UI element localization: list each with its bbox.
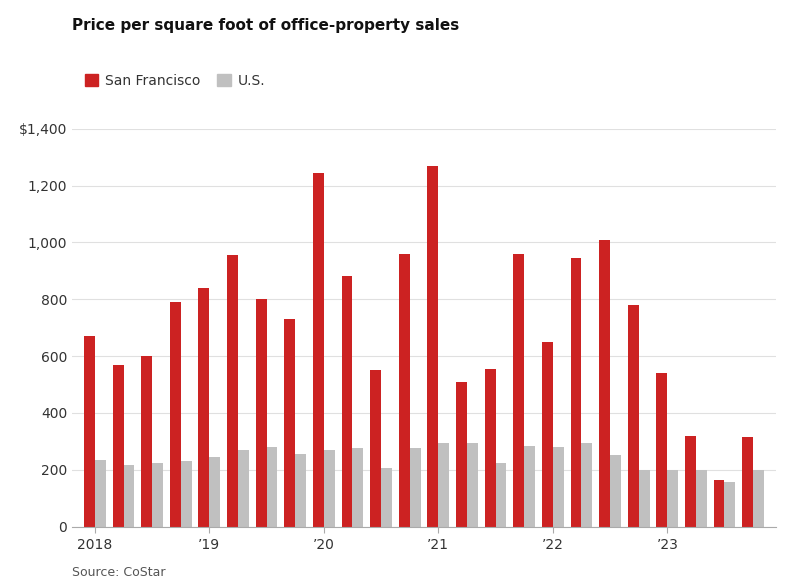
Bar <box>485 369 495 526</box>
Bar <box>553 447 564 526</box>
Bar <box>742 437 753 526</box>
Bar <box>456 381 467 526</box>
Bar <box>95 460 106 526</box>
Bar <box>399 254 410 526</box>
Bar <box>495 463 506 526</box>
Legend: San Francisco, U.S.: San Francisco, U.S. <box>79 68 271 94</box>
Bar <box>113 364 123 526</box>
Bar <box>170 302 181 526</box>
Bar <box>266 447 278 526</box>
Bar <box>370 370 381 526</box>
Bar <box>638 470 650 526</box>
Text: Source: CoStar: Source: CoStar <box>72 566 166 579</box>
Bar <box>514 254 524 526</box>
Bar <box>685 436 696 526</box>
Bar <box>284 319 295 526</box>
Bar <box>256 299 266 526</box>
Bar <box>438 443 449 526</box>
Bar <box>295 454 306 526</box>
Bar <box>524 446 535 526</box>
Bar <box>610 456 621 526</box>
Bar <box>142 356 152 526</box>
Text: Price per square foot of office-property sales: Price per square foot of office-property… <box>72 18 459 33</box>
Bar <box>84 336 95 526</box>
Bar <box>181 461 192 526</box>
Bar <box>313 173 324 526</box>
Bar <box>628 305 638 526</box>
Bar <box>599 239 610 526</box>
Bar <box>227 255 238 526</box>
Bar <box>324 450 334 526</box>
Bar <box>198 288 210 526</box>
Bar <box>210 457 220 526</box>
Bar <box>381 468 392 526</box>
Bar <box>570 258 582 526</box>
Bar <box>353 448 363 526</box>
Bar <box>725 483 735 526</box>
Bar <box>696 470 706 526</box>
Bar <box>123 466 134 526</box>
Bar <box>542 342 553 526</box>
Bar <box>410 448 421 526</box>
Bar <box>667 470 678 526</box>
Bar <box>582 443 592 526</box>
Bar <box>427 166 438 526</box>
Bar <box>467 443 478 526</box>
Bar <box>656 373 667 526</box>
Bar <box>238 450 249 526</box>
Bar <box>714 480 725 526</box>
Bar <box>753 470 764 526</box>
Bar <box>342 277 353 526</box>
Bar <box>152 463 163 526</box>
